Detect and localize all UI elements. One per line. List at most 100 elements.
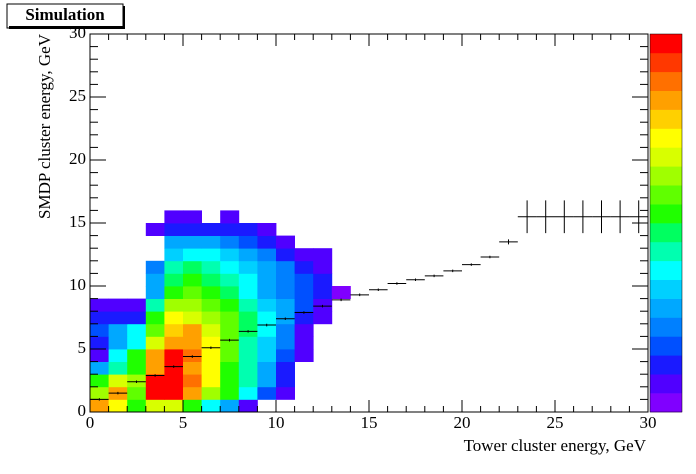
heat-cell [201,386,221,400]
heat-cell [220,298,240,312]
heat-cell [238,399,258,413]
profile-point [499,239,518,245]
heat-cell [183,248,202,262]
profile-point [257,323,276,327]
heat-cell [183,235,202,249]
profile-point [536,200,555,234]
heat-cell [220,273,240,287]
heat-cell [183,374,202,388]
heat-cell [127,311,147,325]
x-axis-title: Tower cluster energy, GeV [464,436,647,455]
y-tick-label: 30 [69,23,86,42]
heat-cell [164,210,184,224]
heat-cell [220,349,240,362]
heat-cell [127,349,147,362]
colorbar-segment [650,374,682,394]
profile-point [517,200,537,234]
heat-cell [127,298,147,312]
heat-cell [257,286,277,299]
heat-cell [164,374,184,388]
heat-cell [276,323,295,337]
heat-cell [164,235,184,249]
heat-cell [145,399,165,413]
heat-cell [201,260,221,274]
heat-cell [145,349,165,362]
heat-cell [127,361,147,375]
colorbar-segment [650,241,682,262]
heat-cell [90,349,109,362]
heat-cell [220,336,240,350]
heat-cell [220,374,240,388]
heat-cell [108,298,128,312]
heat-cell [257,223,277,236]
profile-point [462,263,481,266]
heat-cell [220,235,240,249]
heat-cell [257,235,277,249]
profile-point [108,391,128,395]
heat-cell [108,323,128,337]
heat-cell [90,323,109,337]
heat-cell [201,311,221,325]
colorbar-segment [650,204,682,224]
heat-cell [108,311,128,325]
heat-cell [257,386,277,400]
profile-point [424,274,444,278]
title-box [6,3,124,29]
profile-point [238,330,258,333]
profile-point [592,200,611,234]
heat-cell [164,399,184,413]
x-tick-label: 25 [547,413,564,432]
heat-cell [201,336,221,350]
heat-cell [294,298,314,312]
heat-cell [183,273,202,287]
profile-point [276,317,295,321]
heat-cell [313,260,333,274]
heat-cell [90,298,109,312]
y-tick-label: 15 [69,212,86,231]
heat-cell [164,336,184,350]
heat-cell [164,223,184,236]
heat-cell [257,273,277,287]
heat-cell [145,298,165,312]
heat-cell [108,374,128,388]
heat-cell [201,361,221,375]
profile-point [127,380,146,384]
x-tick-label: 30 [640,413,657,432]
profile-point [610,200,630,234]
heat-cell [276,336,295,350]
colorbar-segment [650,223,682,243]
heat-cell [294,323,314,337]
heat-cell [164,323,184,337]
heat-cell [276,273,295,287]
profile-point [350,293,369,297]
heat-cell [183,260,202,274]
heat-cell [238,273,258,287]
heat-cell [164,386,184,400]
heat-cell [276,286,295,299]
heat-cell [238,260,258,274]
heat-cell [145,323,165,337]
heat-cell [183,210,202,224]
heat-cell [164,260,184,274]
colorbar-segment [650,90,682,110]
profile-point [201,346,221,349]
heat-cell [201,399,221,413]
profile-point [387,282,407,285]
heat-cell [90,311,109,325]
chart-title: Simulation [25,5,105,24]
heat-cell [90,336,109,350]
y-tick-label: 5 [78,338,87,357]
colorbar-frame [649,33,683,413]
heat-cell [238,248,258,262]
heat-cell [276,374,295,388]
heat-cell [183,361,202,375]
heat-cell [108,336,128,350]
heat-cell [238,386,258,400]
heat-cell [145,223,165,236]
heat-cell [238,298,258,312]
heat-cell [276,235,295,249]
heat-cell [183,323,202,337]
heat-cell [127,336,147,350]
heat-cell [201,286,221,299]
heat-cell [257,323,277,337]
